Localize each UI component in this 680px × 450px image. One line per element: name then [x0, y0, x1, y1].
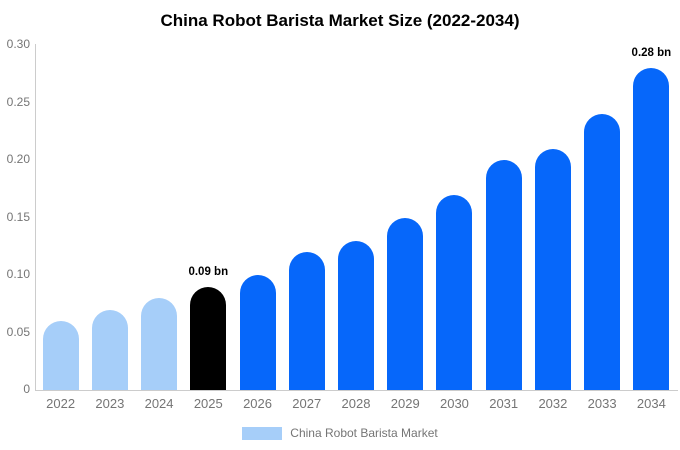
bar-2034 [633, 68, 670, 390]
bar-2028 [338, 240, 374, 390]
bar-2022 [42, 321, 79, 390]
x-tick-label-2034: 2034 [636, 396, 666, 411]
y-tick-label-0.30: 0.30 [6, 37, 30, 51]
value-label-2034: 0.28 bn [631, 47, 672, 59]
x-tick-label-2029: 2029 [390, 396, 420, 411]
x-axis-line [35, 390, 678, 391]
x-tick-label-2024: 2024 [144, 396, 174, 411]
x-tick-label-2026: 2026 [243, 396, 272, 411]
bar-2023 [91, 309, 128, 390]
y-axis-line [35, 44, 36, 391]
bar-2027 [288, 252, 325, 390]
bar-2033 [584, 114, 621, 390]
bar-2024 [141, 298, 178, 390]
x-tick-label-2028: 2028 [341, 396, 371, 411]
legend-swatch [242, 426, 283, 440]
x-tick-label-2027: 2027 [292, 396, 322, 411]
bar-2032 [534, 148, 571, 390]
x-tick-label-2031: 2031 [489, 396, 519, 411]
y-tick-label-0.05: 0.05 [6, 324, 30, 339]
x-tick-label-2030: 2030 [439, 396, 469, 411]
value-label-2025: 0.09 bn [188, 265, 229, 278]
bar-2030 [436, 194, 473, 390]
bar-2031 [485, 160, 522, 390]
y-tick-label-0.10: 0.10 [6, 267, 30, 281]
y-tick-label-0.25: 0.25 [6, 94, 30, 109]
x-tick-label-2025: 2025 [193, 396, 223, 411]
y-tick-label-0.15: 0.15 [6, 209, 30, 224]
y-tick-label-0.20: 0.20 [6, 152, 30, 166]
legend-label: China Robot Barista Market [290, 426, 438, 440]
x-tick-label-2033: 2033 [587, 396, 617, 411]
bar-2029 [387, 217, 424, 390]
bar-2026 [239, 275, 276, 390]
legend[interactable]: China Robot Barista Market [0, 426, 680, 440]
x-tick-label-2022: 2022 [46, 396, 76, 411]
x-tick-label-2032: 2032 [538, 396, 568, 411]
y-tick-label-0: 0 [23, 382, 30, 396]
bar-2025 [190, 286, 227, 390]
chart-title: China Robot Barista Market Size (2022-20… [160, 11, 520, 30]
x-tick-label-2023: 2023 [95, 396, 125, 411]
